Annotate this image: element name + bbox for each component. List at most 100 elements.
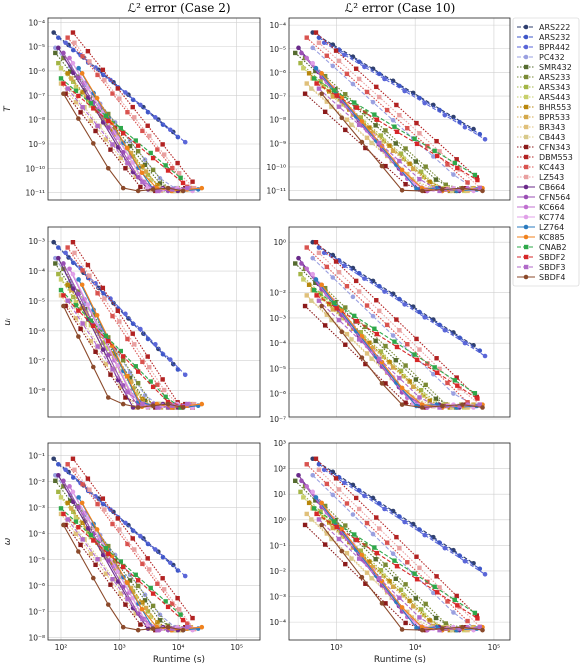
series-marker-ars232: [160, 554, 166, 560]
series-marker-sbdf4: [61, 91, 66, 97]
series-marker-bpr442: [402, 88, 407, 94]
legend-marker-kc664: [523, 204, 529, 210]
series-marker-sbdf4: [91, 575, 96, 581]
legend-label-kc443: KC443: [539, 163, 565, 172]
series-marker-br343: [103, 361, 109, 367]
series-marker-sbdf4: [359, 574, 365, 580]
series-marker-pc432: [310, 255, 316, 261]
series-marker-ars443: [381, 138, 386, 143]
series-marker-dbm553: [175, 160, 180, 166]
series-line-cnab2: [313, 289, 476, 394]
x-tick-label: 10³: [330, 643, 343, 652]
series-marker-smr432: [293, 261, 298, 266]
series-marker-dbm553: [333, 48, 339, 53]
series-marker-cfn564: [299, 261, 304, 266]
series-marker-sbdf4: [135, 188, 141, 194]
series-marker-ars232: [175, 134, 181, 140]
series-marker-kc774: [115, 569, 121, 574]
series-marker-cfn343: [93, 562, 98, 567]
series-marker-cfn564: [120, 150, 126, 155]
series-marker-smr432: [53, 478, 58, 484]
series-marker-kc885: [94, 312, 100, 318]
series-marker-ars233: [135, 380, 141, 386]
series-marker-ars343: [298, 271, 303, 277]
series-marker-pc432: [142, 393, 148, 398]
series-marker-sbdf4: [319, 91, 324, 97]
series-marker-ars232: [437, 322, 442, 328]
series-marker-dbm553: [190, 179, 195, 184]
series-marker-ars232: [316, 35, 322, 40]
series-marker-sbdf4: [165, 401, 171, 407]
series-marker-cfn343: [123, 602, 128, 607]
series-marker-br343: [88, 118, 94, 124]
series-marker-lz543: [336, 487, 342, 492]
series-marker-ars222: [51, 30, 56, 35]
series-marker-ars443: [421, 174, 427, 180]
series-marker-cfn564: [299, 50, 304, 56]
series-marker-dbm553: [434, 574, 439, 579]
legend-marker-cfn564: [523, 194, 529, 200]
y-tick-label: 10⁻²: [28, 477, 45, 486]
series-marker-bpr442: [422, 100, 428, 106]
legend-marker-sbdf4: [523, 274, 529, 280]
series-marker-lz543: [356, 506, 362, 512]
panel-r1-c0: 10⁻⁸ 10⁻⁷ 10⁻⁶ 10⁻⁵ 10⁻⁴ 10⁻³ uᵢ: [3, 226, 261, 418]
series-marker-kc443: [304, 245, 309, 250]
series-marker-sbdf2: [76, 308, 81, 313]
series-marker-bpr442: [93, 494, 98, 499]
series-marker-sbdf3: [457, 403, 462, 409]
series-marker-sbdf3: [437, 405, 442, 410]
series-marker-ars222: [51, 239, 56, 245]
series-marker-sbdf4: [91, 141, 96, 146]
series-line-lz543: [74, 42, 195, 189]
series-marker-sbdf2: [314, 511, 319, 517]
legend-marker-bpr533: [524, 114, 529, 120]
series-marker-bhr553: [387, 359, 392, 365]
series-marker-ars343: [56, 60, 61, 66]
series-marker-ars233: [403, 582, 408, 587]
series-marker-sbdf2: [374, 331, 380, 337]
legend-label-cb443: CB443: [539, 133, 565, 142]
series-marker-kc774: [85, 85, 91, 91]
series-marker-sbdf4: [399, 402, 405, 407]
series-marker-ars343: [298, 60, 303, 66]
series-marker-ars233: [343, 92, 348, 97]
series-marker-cfn343: [363, 581, 368, 586]
series-marker-dbm553: [414, 554, 419, 559]
legend-label-kc774: KC774: [539, 213, 565, 222]
series-marker-dbm553: [313, 240, 319, 245]
series-marker-dbm553: [454, 375, 459, 380]
y-tick-label: 10⁻⁶: [269, 390, 286, 399]
series-marker-bpr442: [153, 115, 158, 120]
series-marker-kc443: [155, 581, 160, 586]
series-marker-ars343: [358, 329, 364, 335]
series-marker-ars232: [70, 475, 76, 480]
series-marker-ars343: [145, 609, 151, 614]
series-group: [51, 239, 205, 410]
series-marker-sbdf3: [125, 596, 130, 602]
series-marker-kc774: [410, 620, 416, 625]
series-marker-ars233: [121, 358, 126, 363]
series-marker-bhr553: [65, 282, 70, 287]
series-marker-ars443: [73, 84, 79, 90]
series-marker-cb664: [296, 473, 301, 478]
series-marker-bpr533: [143, 605, 149, 611]
series-marker-smr432: [83, 518, 88, 523]
series-marker-kc885: [124, 145, 130, 151]
series-marker-kc885: [79, 282, 85, 288]
series-marker-dbm553: [70, 456, 76, 461]
series-marker-bpr442: [422, 532, 428, 538]
series-marker-br343: [118, 591, 123, 596]
series-marker-br343: [304, 293, 309, 298]
series-marker-ars443: [88, 103, 94, 108]
series-marker-bpr442: [167, 127, 173, 133]
series-marker-smr432: [413, 596, 419, 601]
series-marker-br343: [73, 316, 79, 321]
series-marker-sbdf2: [76, 524, 81, 530]
series-marker-ars232: [145, 336, 151, 342]
series-marker-sbdf4: [440, 626, 445, 631]
series-marker-ars233: [61, 55, 66, 61]
series-marker-cnab2: [412, 571, 417, 576]
series-line-lz543: [74, 252, 195, 407]
series-marker-lz764: [313, 277, 319, 282]
